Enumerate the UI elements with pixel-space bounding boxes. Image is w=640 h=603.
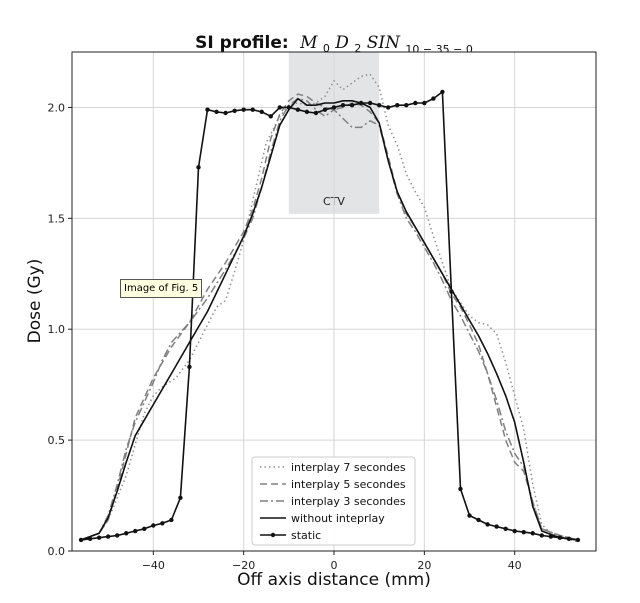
y-axis-label: Dose (Gy) bbox=[25, 259, 45, 344]
y-tick-label: 1.5 bbox=[48, 212, 66, 225]
static-point bbox=[304, 109, 310, 115]
static-point bbox=[133, 528, 138, 534]
legend-label-interplay-3-secondes: interplay 3 secondes bbox=[291, 495, 406, 508]
static-point bbox=[548, 534, 554, 539]
title-m-sub: 0 bbox=[323, 42, 330, 55]
title-m: M bbox=[299, 33, 318, 53]
static-point bbox=[476, 517, 481, 523]
chart-title-prefix: SI profile: bbox=[195, 33, 288, 53]
static-point bbox=[557, 535, 563, 540]
static-point bbox=[503, 526, 508, 532]
static-point bbox=[223, 110, 228, 116]
static-point bbox=[395, 103, 400, 108]
static-point bbox=[367, 100, 373, 106]
legend-label-static: static bbox=[291, 529, 321, 542]
static-point bbox=[178, 495, 183, 500]
static-point bbox=[214, 109, 219, 115]
static-point bbox=[277, 105, 282, 110]
static-point bbox=[205, 107, 210, 112]
static-point bbox=[322, 107, 328, 112]
static-point bbox=[160, 521, 165, 526]
static-point bbox=[440, 89, 445, 95]
static-point bbox=[404, 103, 409, 108]
series-line-interplay-5-secondes bbox=[80, 93, 579, 541]
legend-box bbox=[251, 456, 416, 546]
static-point bbox=[124, 531, 129, 536]
legend: interplay 7 secondes interplay 5 secondes… bbox=[251, 456, 416, 546]
static-point bbox=[349, 103, 355, 108]
static-point bbox=[187, 364, 192, 370]
x-tick-label: −20 bbox=[232, 559, 255, 572]
static-point bbox=[268, 114, 273, 119]
x-tick-label: 20 bbox=[417, 559, 431, 572]
y-tick-label: 0.0 bbox=[48, 545, 66, 558]
static-point bbox=[169, 517, 174, 523]
x-tick-label: −40 bbox=[142, 559, 165, 572]
static-point bbox=[431, 96, 436, 101]
x-axis-ticks: −40 −20 0 20 40 bbox=[142, 551, 522, 572]
static-point bbox=[458, 486, 463, 492]
static-point bbox=[340, 103, 346, 108]
legend-label-without-inteprlay: without inteprlay bbox=[291, 512, 385, 525]
title-d-sub: 2 bbox=[354, 42, 361, 55]
static-point bbox=[413, 100, 418, 106]
static-point bbox=[87, 536, 93, 542]
static-point bbox=[196, 165, 201, 170]
series-line-without-inteprlay bbox=[80, 97, 578, 541]
series-line-interplay-3-secondes bbox=[80, 97, 579, 541]
series-layer bbox=[78, 73, 581, 543]
static-point bbox=[422, 100, 427, 106]
static-point bbox=[286, 105, 292, 110]
series-line-interplay-7-secondes bbox=[80, 73, 579, 543]
y-tick-label: 2.0 bbox=[48, 101, 66, 114]
static-point bbox=[78, 537, 84, 543]
static-point bbox=[250, 107, 255, 112]
title-sin: SIN bbox=[367, 33, 401, 53]
static-point bbox=[151, 523, 156, 528]
static-point bbox=[449, 289, 454, 294]
x-axis-label: Off axis distance (mm) bbox=[237, 570, 431, 590]
static-point bbox=[241, 107, 246, 112]
static-point bbox=[566, 536, 572, 542]
static-point bbox=[539, 533, 544, 538]
static-point bbox=[376, 103, 382, 108]
static-point bbox=[358, 100, 364, 106]
static-point bbox=[467, 513, 472, 518]
y-axis-ticks: 0.0 0.5 1.0 1.5 2.0 bbox=[48, 101, 72, 558]
legend-label-interplay-7-secondes: interplay 7 secondes bbox=[291, 461, 406, 474]
static-point bbox=[142, 526, 147, 532]
static-point bbox=[232, 108, 237, 113]
static-point bbox=[575, 537, 581, 543]
static-point bbox=[386, 105, 391, 110]
static-point bbox=[313, 110, 319, 116]
y-tick-label: 0.5 bbox=[48, 434, 66, 447]
static-point bbox=[295, 107, 301, 112]
title-d: D bbox=[334, 33, 349, 53]
static-point bbox=[530, 531, 535, 536]
x-tick-label: 0 bbox=[331, 559, 338, 572]
legend-marker bbox=[270, 532, 276, 538]
static-point bbox=[485, 522, 490, 527]
static-point bbox=[105, 534, 111, 539]
static-point bbox=[114, 533, 120, 538]
figure-tooltip: Image of Fig. 5 bbox=[120, 279, 203, 298]
static-point bbox=[259, 109, 264, 115]
static-point bbox=[521, 529, 526, 535]
y-tick-label: 1.0 bbox=[48, 323, 66, 336]
static-point bbox=[494, 524, 499, 529]
static-point bbox=[331, 105, 337, 110]
legend-label-interplay-5-secondes: interplay 5 secondes bbox=[291, 478, 406, 491]
x-tick-label: 40 bbox=[508, 559, 522, 572]
static-point bbox=[512, 528, 517, 534]
static-point bbox=[96, 535, 102, 540]
